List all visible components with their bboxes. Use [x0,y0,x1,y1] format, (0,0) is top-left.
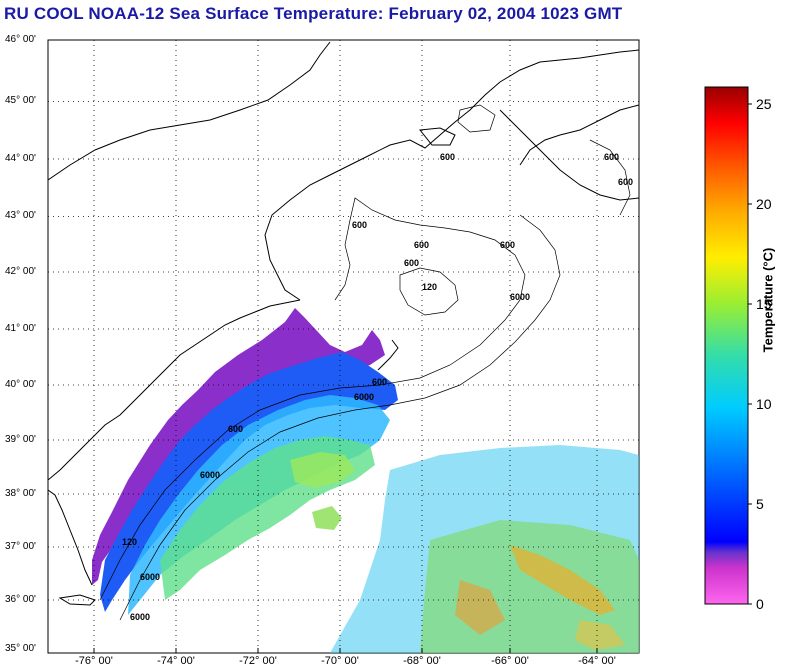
sst-warm-patch [290,452,355,488]
graticule [48,40,639,653]
isobath-label: 6000 [200,470,220,480]
sst-shelf-water [100,352,398,612]
colorbar [704,86,749,605]
coastline [48,41,639,606]
frame-ticks [93,648,598,653]
lon-label: -76° 00' [75,655,113,667]
lat-label: 38° 00' [5,488,36,499]
map-title: RU COOL NOAA-12 Sea Surface Temperature:… [4,4,623,23]
isobath-label: 600 [500,240,515,250]
lon-label: -74° 00' [157,655,195,667]
isobath-label: 600 [440,152,455,162]
isobath-label: 600 [404,258,419,268]
lat-label: 36° 00' [5,594,36,605]
lat-label: 46° 00' [5,34,36,45]
lat-label: 44° 00' [5,153,36,164]
lon-label: -64° 00' [578,655,616,667]
isobath-label: 600 [618,177,633,187]
colorbar-tick-label: 10 [756,396,772,412]
isobath-label: 600 [228,424,243,434]
isobath-label: 600 [414,240,429,250]
colorbar-tick-label: 15 [756,296,772,312]
isobath-label: 600 [352,220,367,230]
lon-label: -66° 00' [491,655,529,667]
colorbar-ticks [748,103,752,605]
lat-label: 39° 00' [5,434,36,445]
lat-label: 35° 00' [5,643,36,654]
lon-label: -72° 00' [239,655,277,667]
isobath-label: 120 [422,282,437,292]
lat-label: 42° 00' [5,266,36,277]
isobath-label: 600 [372,377,387,387]
lon-label: -68° 00' [403,655,441,667]
isobaths [99,104,631,621]
lat-label: 37° 00' [5,541,36,552]
lat-label: 45° 00' [5,95,36,106]
lat-label: 43° 00' [5,210,36,221]
isobath-label: 120 [122,537,137,547]
isobath-label: 6000 [510,292,530,302]
isobath-label: 6000 [130,612,150,622]
sst-offshore-speckle [330,445,639,653]
colorbar-tick-label: 25 [756,96,772,112]
lon-label: -70° 00' [321,655,359,667]
sst-warm-eddy [312,506,342,530]
lat-label: 41° 00' [5,323,36,334]
isobath-label: 6000 [140,572,160,582]
colorbar-tick-label: 5 [756,496,764,512]
colorbar-title-text: Temperature (°C) [760,247,776,353]
colorbar-tick-label: 20 [756,196,772,212]
colorbar-tick-label: 0 [756,596,764,612]
isobath-label: 600 [604,152,619,162]
isobath-label: 6000 [354,392,374,402]
lat-label: 40° 00' [5,379,36,390]
